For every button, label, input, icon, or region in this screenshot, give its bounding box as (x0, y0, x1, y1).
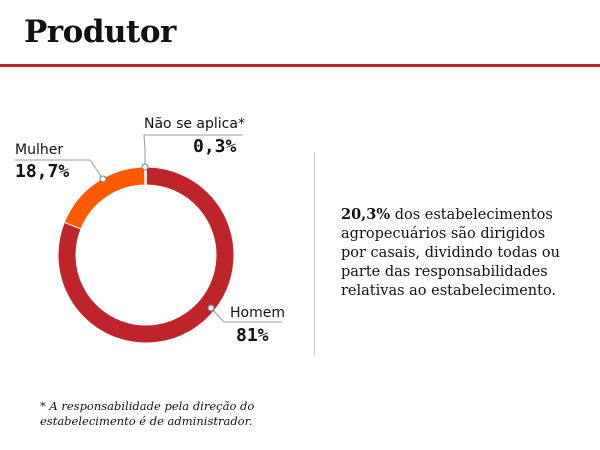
summary-body: dos estabelecimentos agropecuários são d… (341, 207, 560, 299)
vertical-divider (314, 152, 315, 356)
page-title: Produtor (24, 14, 176, 50)
slice-label-nao-se-aplica: Não se aplica* (144, 116, 245, 132)
leader-line-homem (210, 307, 282, 323)
leader-dot-nao-se-aplica (141, 163, 149, 171)
footnote: * A responsabilidade pela direção do est… (40, 399, 255, 428)
slice-value-mulher: 18,7% (15, 161, 70, 182)
title-underline (0, 64, 600, 67)
leader-dot-homem (207, 304, 215, 312)
slice-value-nao-se-aplica: 0,3% (193, 136, 237, 157)
summary-text: 20,3% dos estabelecimentos agropecuários… (341, 205, 571, 301)
leader-line-mulher (15, 159, 104, 180)
slice-value-homem: 81% (236, 325, 269, 346)
slice-label-homem: Homem (230, 305, 285, 321)
leader-line-nao-se-aplica (143, 134, 243, 167)
leader-dot-mulher (99, 175, 107, 183)
summary-highlight: 20,3% (341, 206, 391, 223)
slice-label-mulher: Mulher (15, 142, 64, 158)
donut-slice-homem (57, 166, 235, 344)
